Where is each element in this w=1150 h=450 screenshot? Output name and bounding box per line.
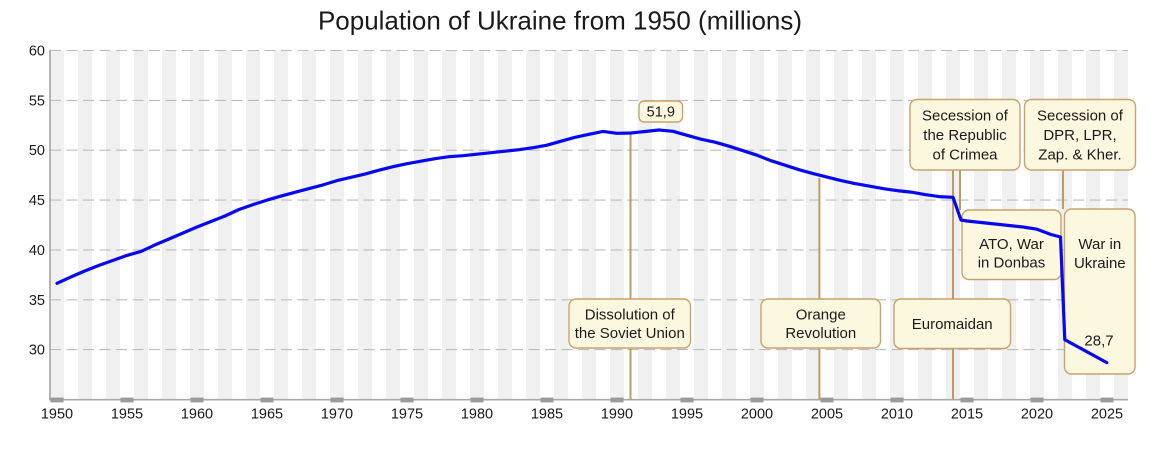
svg-text:1960: 1960 (181, 407, 213, 423)
svg-text:DPR, LPR,: DPR, LPR, (1043, 127, 1116, 144)
svg-text:51,9: 51,9 (647, 105, 675, 121)
svg-text:War in: War in (1078, 236, 1121, 253)
svg-text:Secession of: Secession of (1037, 108, 1124, 125)
svg-text:1965: 1965 (251, 407, 283, 423)
svg-text:the Soviet Union: the Soviet Union (575, 325, 685, 342)
svg-text:35: 35 (29, 293, 45, 309)
svg-text:30: 30 (29, 343, 45, 359)
svg-text:55: 55 (29, 93, 45, 109)
svg-text:1955: 1955 (111, 407, 143, 423)
svg-text:40: 40 (29, 243, 45, 259)
svg-text:Zap. & Kher.: Zap. & Kher. (1038, 146, 1121, 163)
svg-text:1970: 1970 (321, 407, 353, 423)
svg-text:2000: 2000 (741, 407, 773, 423)
svg-text:Orange: Orange (796, 307, 846, 324)
svg-text:in Donbas: in Donbas (978, 255, 1046, 272)
svg-text:50: 50 (29, 143, 45, 159)
svg-text:1975: 1975 (391, 407, 423, 423)
svg-text:1980: 1980 (461, 407, 493, 423)
svg-text:2005: 2005 (811, 407, 843, 423)
svg-text:Revolution: Revolution (785, 325, 856, 342)
svg-text:2010: 2010 (881, 407, 913, 423)
svg-text:45: 45 (29, 193, 45, 209)
svg-text:Euromaidan: Euromaidan (912, 316, 993, 333)
svg-text:2025: 2025 (1091, 407, 1123, 423)
svg-text:1990: 1990 (601, 407, 633, 423)
svg-text:of Crimea: of Crimea (932, 146, 998, 163)
svg-text:2015: 2015 (951, 407, 983, 423)
svg-text:1995: 1995 (671, 407, 703, 423)
svg-text:28,7: 28,7 (1084, 333, 1113, 350)
svg-text:2020: 2020 (1021, 407, 1053, 423)
svg-text:Dissolution of: Dissolution of (585, 307, 676, 324)
svg-text:1950: 1950 (41, 407, 73, 423)
svg-text:60: 60 (29, 44, 45, 60)
svg-text:Ukraine: Ukraine (1074, 255, 1126, 272)
svg-text:Population of Ukraine from 195: Population of Ukraine from 1950 (million… (318, 6, 802, 36)
svg-text:the Republic: the Republic (923, 127, 1007, 144)
svg-text:Secession of: Secession of (922, 108, 1009, 125)
svg-text:ATO, War: ATO, War (979, 236, 1044, 253)
svg-text:1985: 1985 (531, 407, 563, 423)
